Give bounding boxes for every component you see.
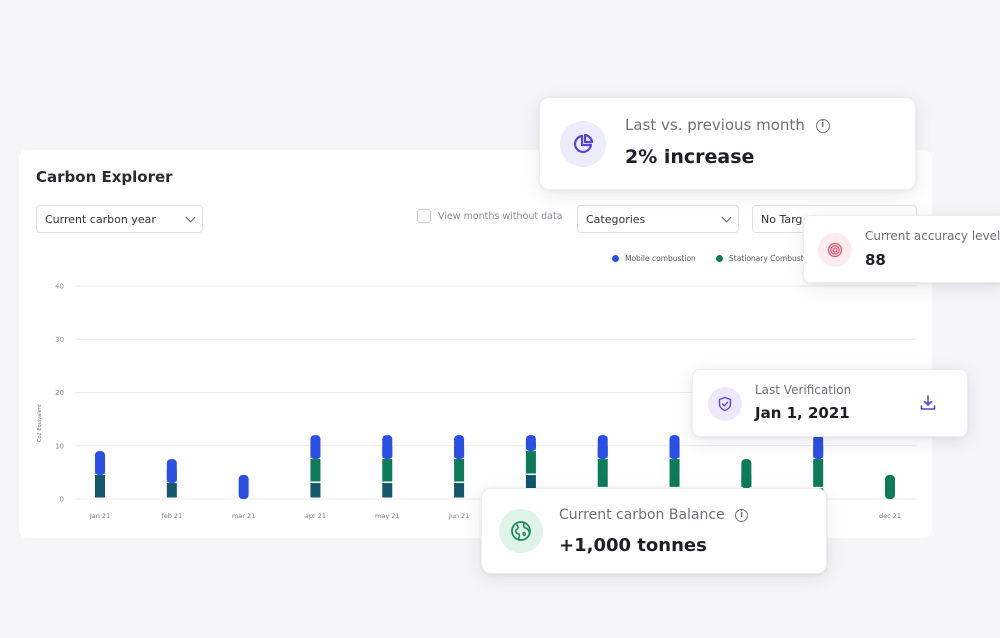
legend-label: Mobile combustion: [625, 254, 696, 263]
bar-segment-stationary[interactable]: [310, 459, 321, 482]
bar-segment-fill: [166, 471, 177, 482]
chevron-down-icon: [721, 212, 732, 222]
bar-segment-stationary[interactable]: [813, 459, 824, 487]
bar-segment-fill: [310, 447, 321, 458]
y-axis-label: Co2 Equivalent: [37, 404, 43, 442]
bar-segment-base[interactable]: [525, 475, 536, 498]
bar-segment-base[interactable]: [166, 483, 177, 498]
bar-segment-fill: [597, 447, 608, 458]
view-months-toggle[interactable]: View months without data: [417, 209, 563, 223]
verification-card-value: Jan 1, 2021: [755, 404, 850, 422]
y-tick-label: 30: [55, 336, 64, 344]
panel-title: Carbon Explorer: [36, 168, 173, 186]
bar-segment-mobile[interactable]: [238, 475, 249, 499]
download-icon[interactable]: [919, 394, 937, 416]
bar-segment-base[interactable]: [310, 483, 321, 498]
change-card-value: 2% increase: [625, 146, 755, 168]
y-tick-label: 20: [55, 389, 64, 397]
x-tick-label: mar 21: [232, 512, 255, 520]
info-icon[interactable]: i: [815, 118, 830, 133]
bar-segment-fill: [95, 463, 105, 474]
pie-chart-icon: [560, 121, 606, 167]
shield-check-icon: [708, 387, 742, 421]
legend-dot: [612, 255, 619, 262]
bar-segment-fill: [741, 473, 752, 487]
bar-segment-fill: [525, 443, 536, 450]
legend-stationary: Stationary Combust: [716, 254, 804, 263]
bar-segment-fill: [454, 447, 465, 458]
bar-segment-base[interactable]: [454, 483, 465, 498]
bar-segment-stationary[interactable]: [525, 451, 536, 474]
x-tick-label: may 21: [375, 512, 400, 520]
verification-card-label: Last Verification: [755, 383, 852, 397]
balance-card-value: +1,000 tonnes: [559, 535, 707, 556]
y-tick-label: 10: [55, 442, 64, 450]
chevron-down-icon: [185, 212, 196, 222]
target-select-value: No Targ: [761, 212, 803, 226]
fingerprint-icon: [818, 233, 852, 267]
legend-mobile: Mobile combustion: [612, 254, 696, 263]
carbon-explorer-panel: 0 10 20 30 40 Jan 21 feb 21 mar 21 apr 21 may 21…: [19, 150, 932, 538]
y-tick-label: 0: [60, 496, 64, 504]
bar-segment-stationary[interactable]: [454, 459, 465, 482]
period-select-value: Current carbon year: [45, 212, 156, 226]
change-card: Last vs. previous month i 2% increase: [539, 97, 916, 190]
categories-select-value: Categories: [586, 212, 646, 226]
balance-card-label: Current carbon Balance: [559, 507, 725, 523]
info-icon[interactable]: i: [735, 508, 749, 522]
view-months-label: View months without data: [438, 210, 563, 222]
legend-label: Stationary Combust: [729, 254, 804, 263]
x-tick-label: feb 21: [161, 512, 182, 520]
bar-segment-stationary[interactable]: [885, 475, 895, 499]
bar-segment-stationary[interactable]: [669, 459, 680, 487]
categories-select[interactable]: Categories: [577, 205, 739, 233]
bar-segment-base[interactable]: [382, 483, 393, 498]
x-tick-label: apr 21: [305, 512, 326, 520]
bar-segment-stationary[interactable]: [382, 459, 393, 482]
chart-area: 0 10 20 30 40 Jan 21 feb 21 mar 21 apr 21 may 21…: [37, 283, 917, 520]
balance-card: Current carbon Balance i +1,000 tonnes: [481, 488, 827, 574]
globe-leaf-icon: [499, 509, 543, 553]
accuracy-card-value: 88: [865, 251, 886, 269]
x-tick-label: Jan 21: [89, 512, 110, 520]
y-tick-label: 40: [55, 283, 64, 291]
verification-card: Last Verification Jan 1, 2021: [692, 369, 968, 437]
bar-segment-base[interactable]: [95, 475, 105, 498]
accuracy-card: Current accuracy level 88: [803, 215, 1000, 283]
accuracy-card-label: Current accuracy level: [865, 229, 1000, 243]
period-select[interactable]: Current carbon year: [36, 205, 203, 233]
bar-segment-stationary[interactable]: [597, 459, 608, 487]
x-tick-label: dec 21: [879, 512, 901, 520]
checkbox[interactable]: [417, 209, 431, 223]
legend-dot: [716, 255, 723, 262]
bar-segment-fill: [813, 447, 824, 458]
bar-segment-fill: [382, 447, 393, 458]
bar-segment-fill: [669, 447, 680, 458]
x-tick-label: Jun 21: [448, 512, 470, 520]
change-card-label: Last vs. previous month: [625, 116, 805, 134]
